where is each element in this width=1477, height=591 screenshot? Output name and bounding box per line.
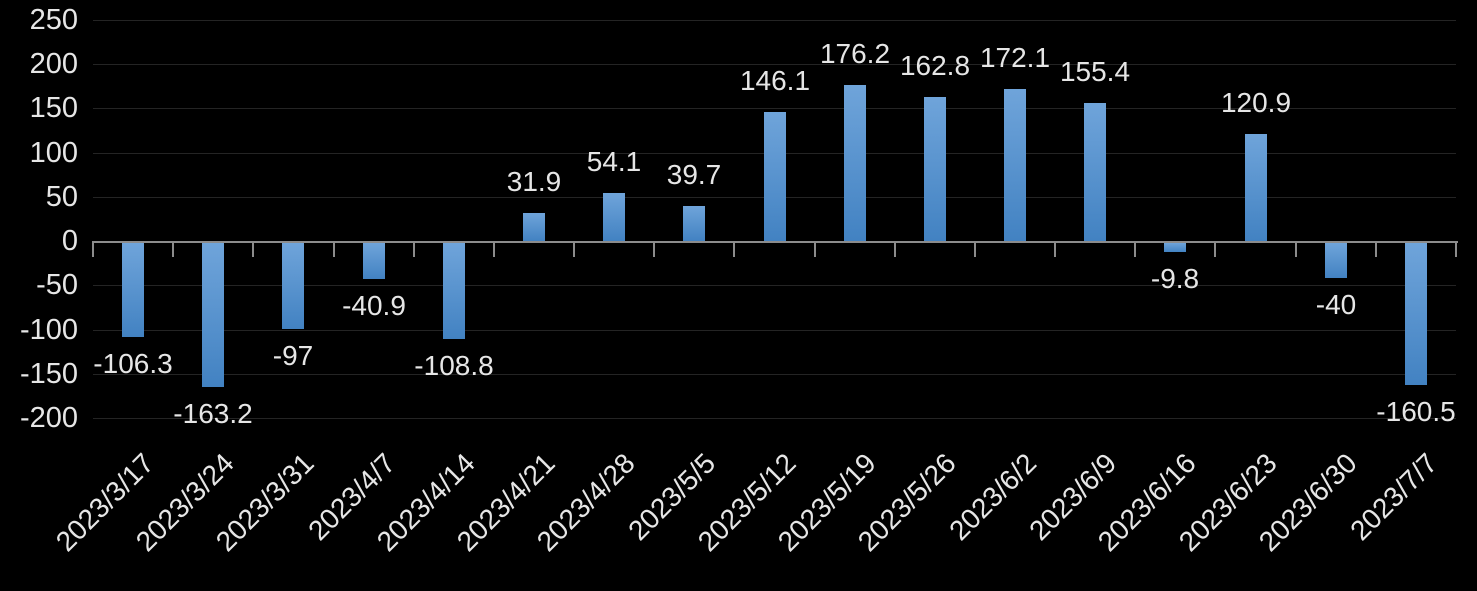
- bar: [683, 206, 705, 241]
- data-label: 39.7: [666, 159, 722, 190]
- axis-tick: [814, 241, 816, 257]
- y-axis-label: -150: [19, 358, 78, 390]
- data-label: -106.3: [93, 348, 173, 379]
- y-axis-label: -100: [19, 314, 78, 346]
- gridline: [93, 374, 1456, 375]
- data-label: -163.2: [173, 398, 253, 429]
- axis-tick: [1295, 241, 1297, 257]
- bar: [1405, 243, 1427, 385]
- data-label: 176.2: [819, 38, 891, 69]
- axis-tick: [413, 241, 415, 257]
- bar: [1004, 89, 1026, 241]
- data-label: 162.8: [899, 50, 971, 81]
- bar: [282, 243, 304, 329]
- y-axis-label: 200: [29, 48, 78, 80]
- gridline: [93, 108, 1456, 109]
- bar: [122, 243, 144, 337]
- axis-tick: [653, 241, 655, 257]
- data-label: 120.9: [1220, 87, 1292, 118]
- axis-tick: [172, 241, 174, 257]
- bar: [1084, 103, 1106, 241]
- axis-tick: [733, 241, 735, 257]
- y-axis-label: 50: [45, 181, 78, 213]
- bar: [1164, 243, 1186, 252]
- data-label: 54.1: [586, 146, 642, 177]
- axis-tick: [252, 241, 254, 257]
- data-label: 146.1: [739, 65, 811, 96]
- y-axis-label: 250: [29, 4, 78, 36]
- y-axis-label: -200: [19, 402, 78, 434]
- gridline: [93, 418, 1456, 419]
- axis-tick: [333, 241, 335, 257]
- axis-tick: [1054, 241, 1056, 257]
- axis-tick: [974, 241, 976, 257]
- y-axis-label: 150: [29, 92, 78, 124]
- data-label: -108.8: [414, 350, 494, 381]
- bar: [443, 243, 465, 339]
- data-label: 172.1: [979, 42, 1051, 73]
- bar: [924, 97, 946, 241]
- axis-tick: [1455, 241, 1457, 257]
- axis-tick: [1375, 241, 1377, 257]
- data-label: -9.8: [1150, 263, 1200, 294]
- gridline: [93, 285, 1456, 286]
- axis-tick: [894, 241, 896, 257]
- data-label: -40: [1315, 289, 1357, 320]
- x-axis-label-text: 2023/7/7: [1344, 447, 1444, 547]
- data-label: -40.9: [342, 290, 406, 321]
- x-axis-label-text: 2023/6/2: [943, 447, 1043, 547]
- gridline: [93, 20, 1456, 21]
- bar: [202, 243, 224, 387]
- data-label: 31.9: [506, 166, 562, 197]
- y-axis-label: 100: [29, 137, 78, 169]
- x-axis-line: [93, 241, 1458, 243]
- y-axis-label: -50: [36, 269, 78, 301]
- data-label: 155.4: [1059, 56, 1131, 87]
- bar: [1325, 243, 1347, 278]
- data-label: -160.5: [1376, 396, 1456, 427]
- axis-tick: [1214, 241, 1216, 257]
- axis-tick: [92, 241, 94, 257]
- axis-tick: [493, 241, 495, 257]
- bar: [1245, 134, 1267, 241]
- bar: [363, 243, 385, 279]
- bar: [603, 193, 625, 241]
- gridline: [93, 64, 1456, 65]
- y-axis-label: 0: [61, 225, 78, 257]
- bar: [523, 213, 545, 241]
- axis-tick: [1134, 241, 1136, 257]
- gridline: [93, 330, 1456, 331]
- data-label: -97: [272, 340, 314, 371]
- bar: [844, 85, 866, 241]
- axis-tick: [573, 241, 575, 257]
- bar: [764, 112, 786, 241]
